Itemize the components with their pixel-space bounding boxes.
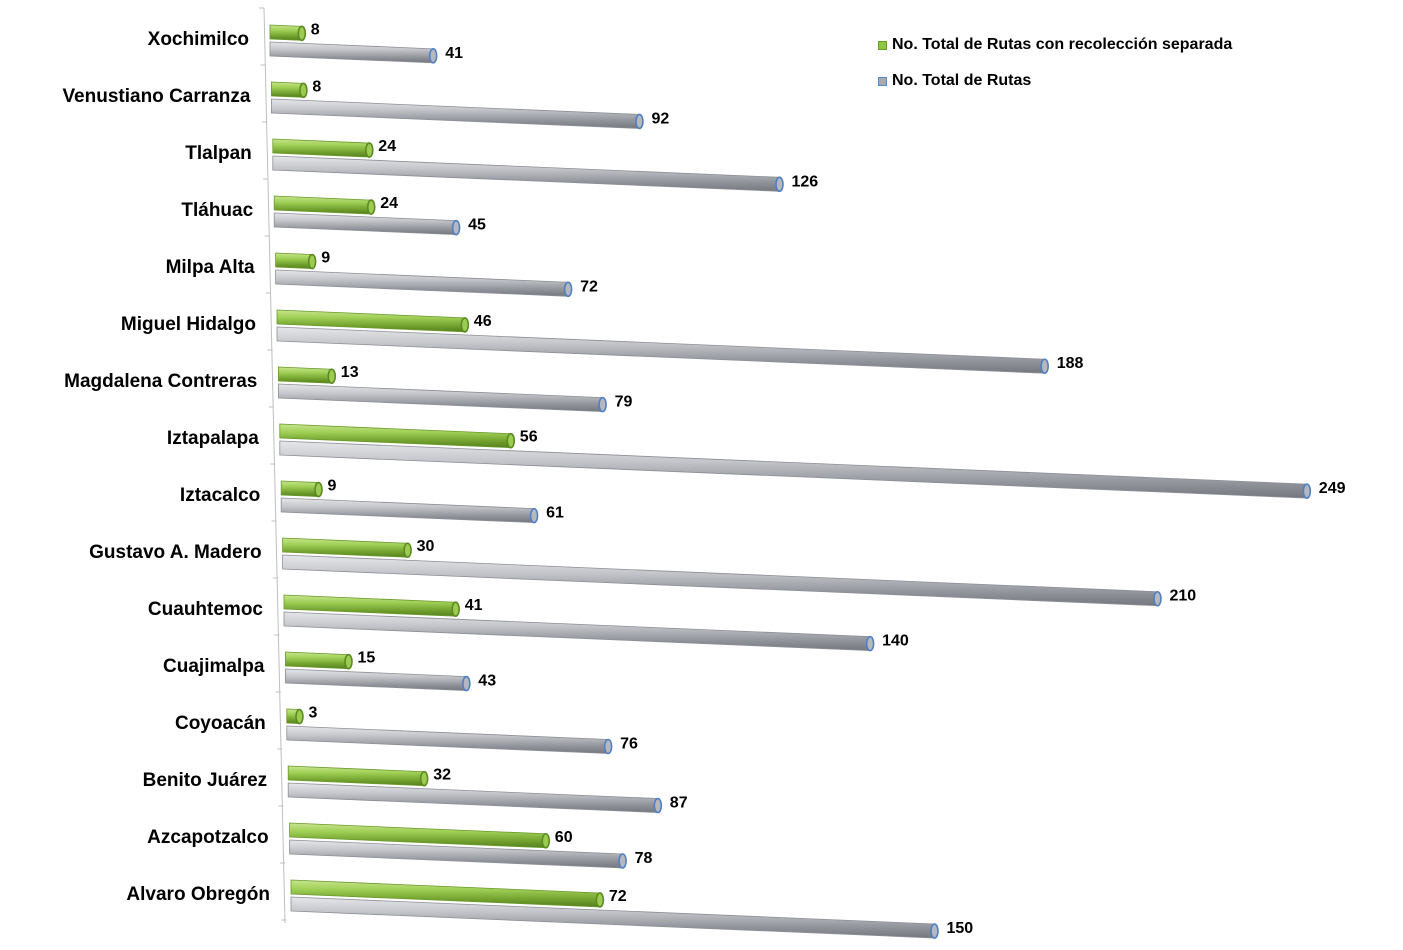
bar-series-2: [289, 839, 627, 869]
bar-series-1: [276, 309, 470, 333]
category-label: Benito Juárez: [143, 770, 268, 791]
data-label-series-2: 249: [1319, 480, 1346, 497]
data-label-series-2: 140: [882, 633, 909, 650]
data-label-series-2: 45: [468, 217, 486, 234]
category-label: Xochimilco: [148, 29, 249, 50]
bar-series-1: [285, 651, 353, 670]
category-label: Milpa Alta: [166, 257, 255, 278]
data-label-series-1: 24: [380, 195, 398, 212]
data-label-series-1: 60: [555, 829, 573, 846]
bar-series-2: [279, 440, 1312, 499]
bar-series-1: [272, 138, 374, 158]
bar-series-2: [276, 326, 1049, 375]
category-label: Venustiano Carranza: [62, 86, 250, 107]
data-label-series-1: 8: [311, 21, 320, 38]
bar-series-1: [282, 537, 412, 559]
bar-series-1: [289, 822, 551, 849]
bar-series-2: [278, 383, 607, 413]
bar-series-2: [272, 155, 784, 193]
bar-series-1: [271, 81, 308, 99]
legend-swatch-series-1: [878, 40, 887, 50]
data-label-series-2: 76: [620, 736, 638, 753]
legend-swatch-series-2: [878, 76, 887, 86]
data-label-series-2: 43: [478, 673, 496, 690]
data-label-series-1: 9: [328, 478, 337, 495]
bar-series-2: [273, 212, 461, 236]
bar-series-2: [271, 98, 644, 130]
bar-series-1: [278, 366, 337, 385]
value-axis-line: [263, 7, 286, 924]
data-label-series-1: 41: [465, 597, 483, 614]
legend-label-series-1: No. Total de Rutas con recolección separ…: [892, 36, 1233, 53]
data-label-series-2: 41: [445, 45, 463, 62]
bars-layer: [269, 24, 1312, 939]
category-label: Iztapalapa: [167, 428, 259, 449]
bar-series-2: [282, 554, 1162, 607]
category-label: Tlalpan: [185, 143, 252, 164]
legend-item-series-1: No. Total de Rutas con recolección separ…: [878, 34, 1232, 56]
bar-series-2: [283, 611, 875, 652]
legend: No. Total de Rutas con recolección separ…: [878, 34, 1232, 106]
category-label: Gustavo A. Madero: [89, 542, 261, 563]
bar-series-1: [287, 765, 429, 787]
labels-layer: Xochimilco 8 41 Venustiano Carranza 8 92 Tlalp…: [62, 21, 1345, 937]
category-label: Tláhuac: [181, 200, 253, 221]
category-label: Cuauhtemoc: [148, 599, 264, 620]
data-label-series-1: 30: [417, 538, 435, 555]
bar-series-1: [283, 594, 460, 618]
bar-series-2: [269, 41, 438, 64]
data-label-series-2: 72: [580, 278, 598, 295]
category-label: Alvaro Obregón: [126, 884, 270, 905]
bar-series-1: [273, 195, 376, 215]
data-label-series-1: 15: [358, 650, 376, 667]
bar-series-1: [290, 879, 605, 908]
legend-item-series-2: No. Total de Rutas: [878, 70, 1232, 92]
data-label-series-2: 78: [635, 850, 653, 867]
data-label-series-2: 87: [670, 795, 688, 812]
bar-series-2: [286, 725, 613, 755]
data-label-series-1: 46: [474, 313, 492, 330]
data-label-series-1: 72: [609, 888, 627, 905]
category-label: Miguel Hidalgo: [121, 314, 256, 335]
data-label-series-2: 79: [615, 394, 633, 411]
category-label: Iztacalco: [180, 485, 260, 506]
data-label-series-2: 210: [1170, 588, 1197, 605]
bar-series-1: [286, 708, 304, 725]
bar-series-2: [280, 497, 539, 524]
category-label: Cuajimalpa: [163, 656, 265, 677]
data-label-series-1: 13: [341, 364, 359, 381]
data-label-series-1: 8: [312, 78, 321, 95]
bar-series-2: [285, 668, 471, 692]
legend-label-series-2: No. Total de Rutas: [892, 72, 1032, 89]
data-label-series-2: 150: [947, 920, 974, 937]
axis-layer: [259, 7, 287, 924]
bar-series-2: [287, 782, 663, 814]
category-label: Coyoacán: [175, 713, 266, 734]
data-label-series-1: 32: [433, 767, 451, 784]
data-label-series-1: 9: [321, 250, 330, 267]
bar-series-1: [269, 24, 307, 42]
bar-series-1: [275, 252, 317, 270]
category-label: Azcapotzalco: [147, 827, 268, 848]
data-label-series-1: 3: [309, 705, 318, 722]
data-label-series-2: 188: [1057, 355, 1084, 372]
data-label-series-2: 126: [792, 173, 819, 190]
bar-series-1: [279, 423, 516, 449]
bar-series-2: [290, 896, 939, 939]
bar-series-1: [280, 480, 323, 498]
category-label: Magdalena Contreras: [64, 371, 257, 392]
data-label-series-1: 56: [520, 429, 538, 446]
data-label-series-2: 92: [652, 111, 670, 128]
bar-series-2: [275, 269, 573, 298]
data-label-series-2: 61: [546, 505, 564, 522]
data-label-series-1: 24: [378, 138, 396, 155]
